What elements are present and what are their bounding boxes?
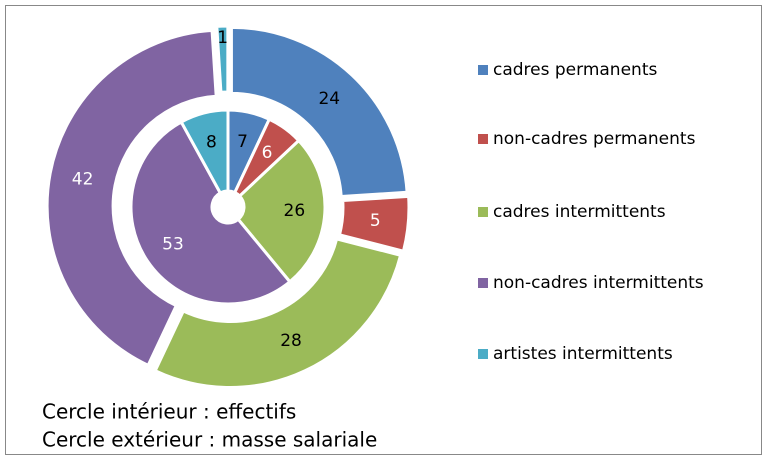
legend-swatch <box>478 65 488 75</box>
doughnut-slice <box>179 108 230 196</box>
annotation: Cercle intérieur : effectifs <box>42 400 296 424</box>
doughnut-slice <box>129 119 292 306</box>
data-label: 8 <box>206 133 217 153</box>
data-label: 7 <box>237 132 248 152</box>
data-label: 6 <box>262 143 273 163</box>
legend-label: non-cadres permanents <box>493 129 696 149</box>
doughnut-slice <box>229 25 409 199</box>
doughnut-slice <box>45 28 218 368</box>
legend-swatch <box>478 278 488 288</box>
legend-label: non-cadres intermittents <box>493 273 704 293</box>
legend-swatch <box>478 207 488 217</box>
legend-swatch <box>478 134 488 144</box>
doughnut-slice <box>236 138 327 284</box>
legend-label: artistes intermittents <box>493 344 673 364</box>
doughnut-slice <box>215 24 230 94</box>
data-label: 53 <box>162 234 184 254</box>
data-label: 5 <box>370 211 381 231</box>
legend-swatch <box>478 349 488 359</box>
data-label: 1 <box>217 28 228 48</box>
data-label: 26 <box>284 201 306 221</box>
doughnut-slice <box>153 237 403 390</box>
legend-label: cadres intermittents <box>493 202 666 222</box>
data-label: 28 <box>280 331 302 351</box>
data-label: 42 <box>72 169 94 189</box>
doughnut-slice <box>337 194 411 254</box>
data-label: 24 <box>318 89 340 109</box>
legend-label: cadres permanents <box>493 60 657 80</box>
annotation: Cercle extérieur : masse salariale <box>42 428 377 452</box>
